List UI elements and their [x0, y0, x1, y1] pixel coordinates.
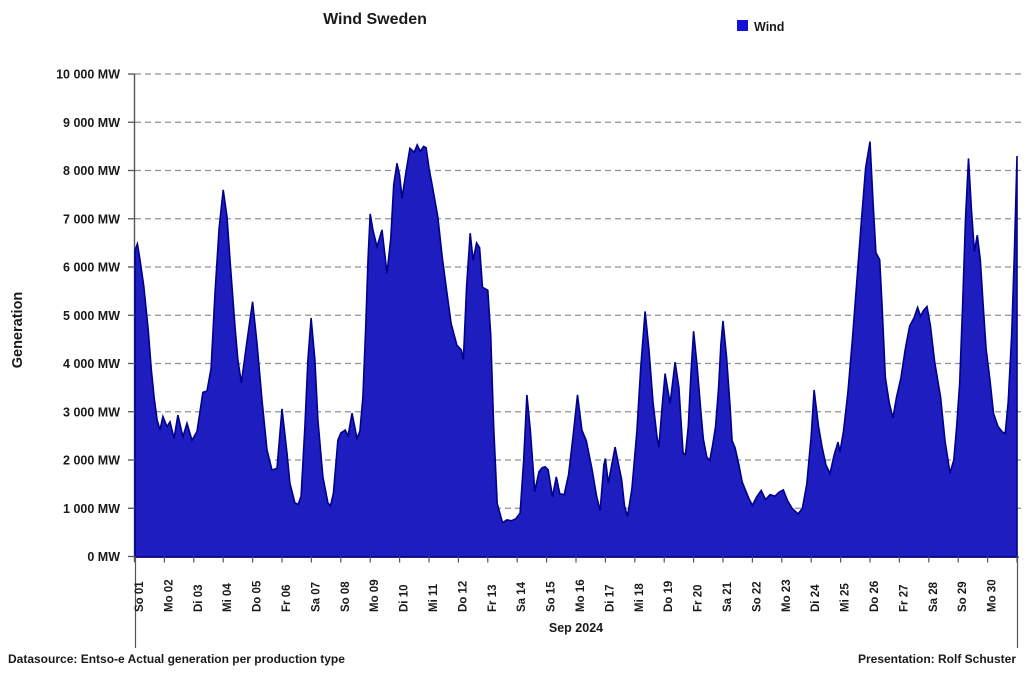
x-axis-label: Sa 07	[310, 582, 322, 612]
x-axis-label: Mo 16	[575, 579, 587, 612]
x-axis-label: Do 26	[869, 581, 881, 612]
wind-area-path	[134, 141, 1018, 558]
y-axis-label: 2 000 MW	[63, 454, 120, 468]
legend: Wind	[737, 20, 784, 34]
x-axis-label: Fr 06	[281, 585, 293, 613]
x-axis-label: Mi 04	[222, 583, 234, 612]
x-axis-label: Mo 23	[781, 579, 793, 612]
y-axis-label: 8 000 MW	[63, 164, 120, 178]
x-axis-label: Mo 02	[163, 579, 175, 612]
x-axis-tick-labels: So 01 Mo 02 Di 03 Mi 04 Do 05 Fr 06 Sa 07 So 08…	[134, 579, 999, 612]
x-axis-label: Di 17	[604, 585, 616, 613]
x-axis-label: Di 10	[399, 585, 411, 613]
x-axis-label: Sa 21	[722, 581, 734, 612]
chart-title: Wind Sweden	[323, 11, 427, 28]
y-axis-label: 3 000 MW	[63, 405, 120, 419]
y-axis-label: 0 MW	[87, 550, 120, 564]
x-axis-label: Mo 09	[369, 579, 381, 612]
axis-ticks	[128, 73, 1018, 563]
y-axis-label: 5 000 MW	[63, 309, 120, 323]
y-axis-label: 6 000 MW	[63, 261, 120, 275]
x-axis-label: Fr 20	[693, 585, 705, 613]
x-axis-label: Di 03	[193, 585, 205, 613]
x-axis-label: So 08	[340, 581, 352, 612]
x-axis-label: Mo 30	[987, 579, 999, 612]
y-axis-tick-labels: 0 MW 1 000 MW 2 000 MW 3 000 MW 4 000 MW 5 00…	[56, 68, 120, 565]
x-axis-label: So 22	[751, 581, 763, 612]
x-axis-label: Di 24	[810, 584, 822, 612]
x-axis-label: Fr 27	[898, 585, 910, 613]
x-axis-label: So 29	[957, 581, 969, 612]
legend-wind-swatch-icon	[737, 20, 748, 31]
y-axis-label: 9 000 MW	[63, 116, 120, 130]
x-axis-label: Sa 14	[516, 581, 528, 612]
y-axis-title: Generation	[10, 292, 26, 369]
x-axis-label: Mi 11	[428, 583, 440, 612]
x-axis-label: Mi 18	[634, 583, 646, 612]
y-axis-label: 1 000 MW	[63, 502, 120, 516]
datasource-note: Datasource: Entso-e Actual generation pe…	[8, 652, 345, 666]
x-axis-label: Do 12	[457, 581, 469, 612]
x-axis-label: Do 19	[663, 581, 675, 612]
x-axis-label: Do 05	[252, 580, 264, 612]
x-axis-label: Sa 28	[928, 581, 940, 612]
x-axis-label: So 15	[546, 581, 558, 612]
x-axis-label: Mi 25	[840, 583, 852, 612]
y-axis-label: 4 000 MW	[63, 357, 120, 371]
wind-area-series	[134, 141, 1018, 558]
x-axis-month-label: Sep 2024	[549, 621, 603, 635]
legend-wind-label: Wind	[754, 20, 784, 34]
y-axis-label: 10 000 MW	[56, 68, 120, 82]
y-axis-label: 7 000 MW	[63, 212, 120, 226]
x-axis-label: So 01	[134, 581, 146, 612]
presentation-note: Presentation: Rolf Schuster	[858, 652, 1016, 666]
x-axis-label: Fr 13	[487, 585, 499, 613]
